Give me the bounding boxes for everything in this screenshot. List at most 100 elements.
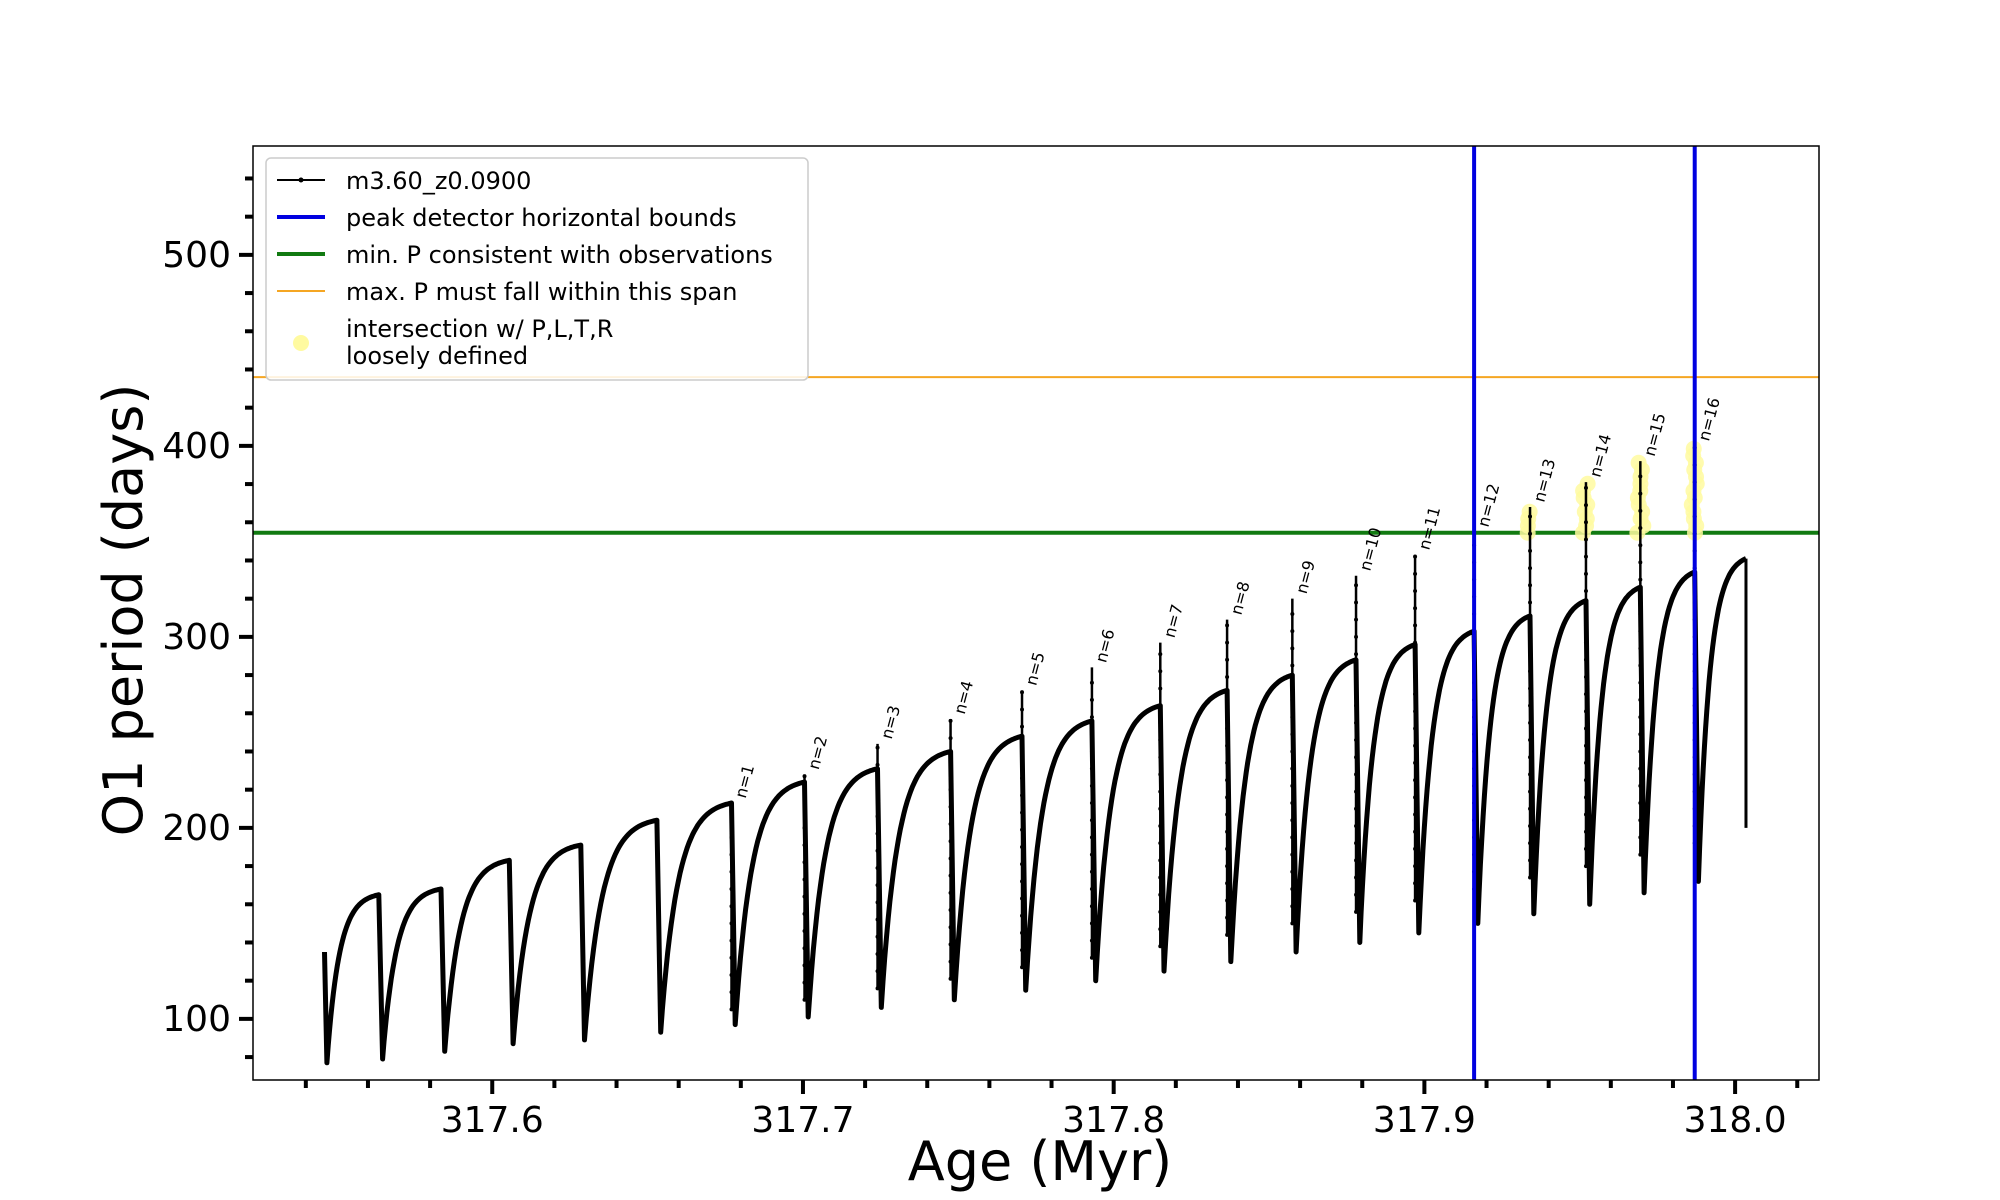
y-tick-label: 400 xyxy=(162,426,231,467)
spike-point xyxy=(949,719,953,723)
spike-point xyxy=(1290,681,1294,685)
spike-point xyxy=(1020,914,1024,918)
spike-point xyxy=(876,935,880,939)
spike-point xyxy=(1290,629,1294,633)
spike-point xyxy=(1354,652,1358,656)
spike-point xyxy=(1354,910,1358,914)
spike-point xyxy=(1638,664,1642,668)
spike-point xyxy=(1413,744,1417,748)
spike-point xyxy=(1225,916,1229,920)
spike-point xyxy=(1413,727,1417,731)
spike-point xyxy=(1290,818,1294,822)
spike-point xyxy=(1528,583,1532,587)
spike-point xyxy=(1090,801,1094,805)
spike-point xyxy=(1413,795,1417,799)
spike-point xyxy=(949,960,953,964)
spike-point xyxy=(1638,526,1642,530)
spike-point xyxy=(803,895,807,899)
spike-point xyxy=(1158,721,1162,725)
spike-point xyxy=(876,918,880,922)
spike-point xyxy=(1413,658,1417,662)
spike-point xyxy=(1090,732,1094,736)
spike-point xyxy=(949,856,953,860)
intersection-marker xyxy=(1631,455,1647,471)
spike-point xyxy=(803,981,807,985)
spike-point xyxy=(1354,669,1358,673)
spike-point xyxy=(1290,749,1294,753)
spike-point xyxy=(1158,738,1162,742)
legend-swatch-marker xyxy=(293,335,309,351)
spike-point xyxy=(1528,772,1532,776)
spike-point xyxy=(730,939,734,943)
spike-point xyxy=(1584,658,1588,662)
spike-point xyxy=(949,822,953,826)
spike-point xyxy=(876,780,880,784)
spike-point xyxy=(1158,876,1162,880)
spike-point xyxy=(1158,910,1162,914)
spike-point xyxy=(1354,721,1358,725)
spike-point xyxy=(1528,600,1532,604)
spike-point xyxy=(1528,721,1532,725)
spike-point xyxy=(876,746,880,750)
spike-point xyxy=(1225,864,1229,868)
spike-point xyxy=(1225,778,1229,782)
spike-point xyxy=(876,986,880,990)
spike-point xyxy=(1638,853,1642,857)
spike-point xyxy=(1090,921,1094,925)
spike-point xyxy=(1354,876,1358,880)
spike-point xyxy=(1413,623,1417,627)
spike-point xyxy=(1413,589,1417,593)
spike-point xyxy=(1354,772,1358,776)
spike-point xyxy=(1584,641,1588,645)
spike-point xyxy=(1225,744,1229,748)
spike-point xyxy=(1225,727,1229,731)
spike-point xyxy=(1638,612,1642,616)
spike-point xyxy=(1020,742,1024,746)
spike-point xyxy=(1584,503,1588,507)
spike-point xyxy=(1584,864,1588,868)
spike-point xyxy=(1413,864,1417,868)
spike-point xyxy=(949,736,953,740)
spike-point xyxy=(1528,790,1532,794)
spike-point xyxy=(1638,646,1642,650)
spike-point xyxy=(730,904,734,908)
spike-point xyxy=(876,969,880,973)
spike-point xyxy=(949,753,953,757)
spike-point xyxy=(1413,606,1417,610)
spike-point xyxy=(876,832,880,836)
spike-point xyxy=(1528,807,1532,811)
spike-point xyxy=(1290,921,1294,925)
spike-point xyxy=(1638,784,1642,788)
spike-point xyxy=(803,998,807,1002)
spike-point xyxy=(1225,641,1229,645)
spike-point xyxy=(1090,681,1094,685)
spike-point xyxy=(1638,543,1642,547)
spike-point xyxy=(1158,704,1162,708)
spike-point xyxy=(730,973,734,977)
spike-point xyxy=(1638,681,1642,685)
spike-point xyxy=(1090,784,1094,788)
spike-point xyxy=(1413,555,1417,559)
y-tick-label: 200 xyxy=(162,808,231,849)
spike-point xyxy=(1638,767,1642,771)
spike-point xyxy=(1584,744,1588,748)
spike-point xyxy=(1225,675,1229,679)
spike-point xyxy=(1090,939,1094,943)
spike-point xyxy=(876,849,880,853)
spike-point xyxy=(1413,572,1417,576)
spike-point xyxy=(1354,790,1358,794)
spike-point xyxy=(1158,927,1162,931)
spike-point xyxy=(1528,686,1532,690)
spike-point xyxy=(1225,813,1229,817)
spike-point xyxy=(1290,767,1294,771)
spike-point xyxy=(1225,658,1229,662)
spike-point xyxy=(1413,830,1417,834)
spike-point xyxy=(949,770,953,774)
spike-point xyxy=(730,921,734,925)
spike-point xyxy=(1354,755,1358,759)
spike-point xyxy=(730,887,734,891)
spike-point xyxy=(1413,898,1417,902)
spike-point xyxy=(949,788,953,792)
spike-point xyxy=(1090,904,1094,908)
spike-point xyxy=(1290,646,1294,650)
